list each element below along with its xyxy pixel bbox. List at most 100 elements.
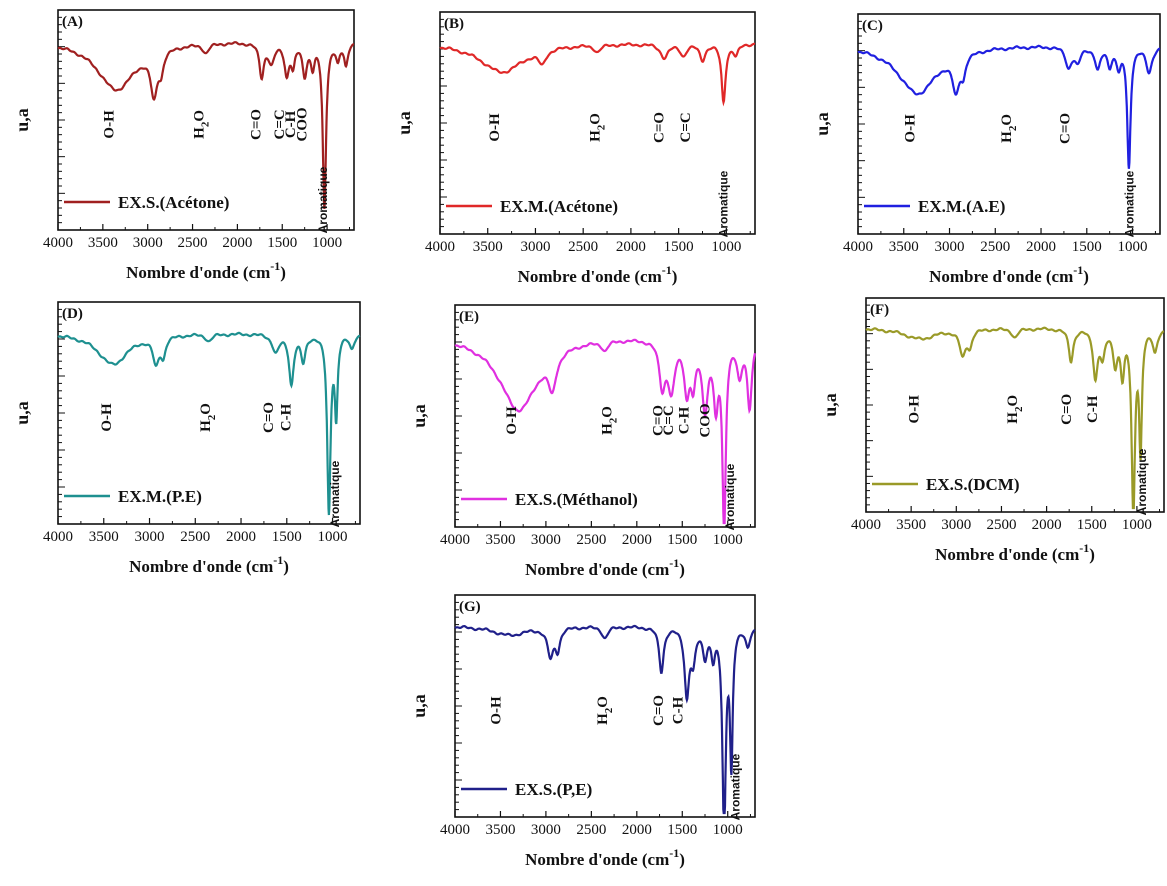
x-axis-label-sup: -1 — [1073, 263, 1083, 277]
peak-annotation-text: Aromatique — [316, 166, 330, 233]
x-tick-label: 3500 — [896, 517, 926, 533]
peak-annotation-text: Aromatique — [716, 170, 730, 237]
x-axis-label-close: ) — [283, 557, 289, 576]
peak-annotation-text: Aromatique — [1135, 448, 1149, 515]
x-tick-label: 3000 — [941, 517, 971, 533]
peak-annotation: O-H — [102, 110, 118, 139]
legend-label: EX.S.(Acétone) — [118, 193, 229, 212]
peak-annotation-post: O — [191, 110, 207, 122]
x-axis-label-text: Nombre d'onde (cm — [126, 263, 270, 282]
peak-annotation: Aromatique — [729, 753, 743, 820]
y-axis-label: u,a — [12, 401, 32, 425]
peak-annotation-text: Aromatique — [328, 460, 342, 527]
x-tick-label: 3000 — [935, 239, 965, 255]
x-tick-label: 2500 — [178, 235, 208, 251]
x-axis-label-text: Nombre d'onde (cm — [929, 267, 1073, 286]
peak-annotation: C-H — [278, 403, 294, 431]
legend-label: EX.M.(A.E) — [918, 197, 1005, 216]
peak-annotation-text: O-H — [102, 110, 118, 139]
x-axis-label-text: Nombre d'onde (cm — [525, 560, 669, 579]
peak-annotation: Aromatique — [723, 463, 737, 530]
x-axis-label-text: Nombre d'onde (cm — [935, 545, 1079, 564]
peak-annotation: H2O — [191, 110, 211, 139]
x-axis-label-sup: -1 — [669, 846, 679, 860]
x-tick-label: 2500 — [180, 529, 210, 545]
peak-annotation-text: C-H — [677, 406, 693, 434]
peak-annotation: Aromatique — [716, 170, 730, 237]
x-tick-label: 2500 — [576, 532, 606, 548]
peak-annotation: C=O — [651, 695, 667, 726]
peak-annotation: H2O — [595, 696, 615, 725]
x-axis-label: Nombre d'onde (cm-1) — [935, 541, 1095, 564]
panel-label: (A) — [62, 14, 83, 30]
x-tick-label: 2000 — [226, 529, 256, 545]
peak-annotation: C=O — [1059, 394, 1075, 425]
y-axis-label: u,a — [394, 111, 414, 135]
peak-annotation-text: O-H — [487, 113, 503, 142]
x-axis-label-close: ) — [1083, 267, 1089, 286]
x-tick-label: 3000 — [133, 235, 163, 251]
peak-annotation-text: O-H — [504, 406, 520, 435]
peak-annotation-text: C=O — [1057, 113, 1073, 144]
x-axis-label-close: ) — [280, 263, 286, 282]
peak-annotation: O-H — [504, 406, 520, 435]
x-axis-label: Nombre d'onde (cm-1) — [525, 846, 685, 869]
x-axis-label-sup: -1 — [273, 553, 283, 567]
x-tick-label: 1500 — [267, 235, 297, 251]
peak-annotation-text: C=O — [261, 402, 277, 433]
peak-annotation: COO — [294, 107, 310, 141]
peak-annotation-text: Aromatique — [729, 753, 743, 820]
peak-annotation: H2O — [198, 403, 218, 432]
legend-label: EX.M.(Acétone) — [500, 197, 618, 216]
x-tick-label: 1000 — [713, 822, 743, 838]
x-tick-label: 2000 — [1032, 517, 1062, 533]
peak-annotation: C=O — [249, 109, 265, 140]
x-tick-label: 4000 — [43, 529, 73, 545]
x-axis-label-close: ) — [1089, 545, 1095, 564]
panel-label: (E) — [459, 309, 479, 325]
x-tick-label: 3500 — [473, 239, 503, 255]
x-tick-label: 3500 — [485, 532, 515, 548]
x-axis-label: Nombre d'onde (cm-1) — [929, 263, 1089, 286]
peak-annotation-sub: 2 — [199, 121, 211, 127]
peak-annotation-text: H — [599, 423, 615, 435]
peak-annotation-text: C-H — [283, 110, 299, 138]
y-axis-label: u,a — [409, 694, 429, 718]
x-tick-label: 2000 — [622, 532, 652, 548]
panel-c: 4000 3500 3000 2500 2000 1500 1000 Nombre d'ond… — [812, 13, 1161, 286]
spectrum-line — [454, 338, 757, 525]
peak-annotation: C-H — [283, 110, 299, 138]
peak-annotation-text: O-H — [99, 403, 115, 432]
peak-annotation: O-H — [99, 403, 115, 432]
x-tick-label: 2000 — [1026, 239, 1056, 255]
peak-annotation: O-H — [903, 114, 919, 143]
x-axis-label-close: ) — [672, 267, 678, 286]
peak-annotation: C=C — [678, 112, 694, 142]
peak-annotation: H2O — [1005, 395, 1025, 424]
peak-annotation: H2O — [587, 113, 607, 142]
x-tick-label: 2000 — [622, 822, 652, 838]
peak-annotation: C=C — [661, 405, 677, 435]
x-tick-label: 3000 — [520, 239, 550, 255]
x-tick-label: 1000 — [713, 532, 743, 548]
panel-label: (C) — [862, 18, 883, 34]
x-tick-label: 1000 — [1118, 239, 1148, 255]
spectrum-line — [439, 42, 756, 107]
x-tick-label: 1000 — [318, 529, 348, 545]
x-axis-label-sup: -1 — [270, 259, 280, 273]
x-axis-label-sup: -1 — [662, 263, 672, 277]
y-axis-label: u,a — [820, 393, 840, 417]
x-tick-label: 1000 — [711, 239, 741, 255]
panel-label: (F) — [870, 302, 889, 318]
x-tick-label: 1500 — [667, 532, 697, 548]
peak-annotation-post: O — [587, 113, 603, 125]
x-tick-label: 1500 — [1077, 517, 1107, 533]
peak-annotation-text: H — [587, 130, 603, 142]
x-tick-label: 1000 — [1122, 517, 1152, 533]
x-tick-label: 1000 — [312, 235, 342, 251]
x-axis-label-text: Nombre d'onde (cm — [129, 557, 273, 576]
y-axis-label: u,a — [12, 108, 32, 132]
peak-annotation: O-H — [487, 113, 503, 142]
peak-annotation: C=O — [1057, 113, 1073, 144]
